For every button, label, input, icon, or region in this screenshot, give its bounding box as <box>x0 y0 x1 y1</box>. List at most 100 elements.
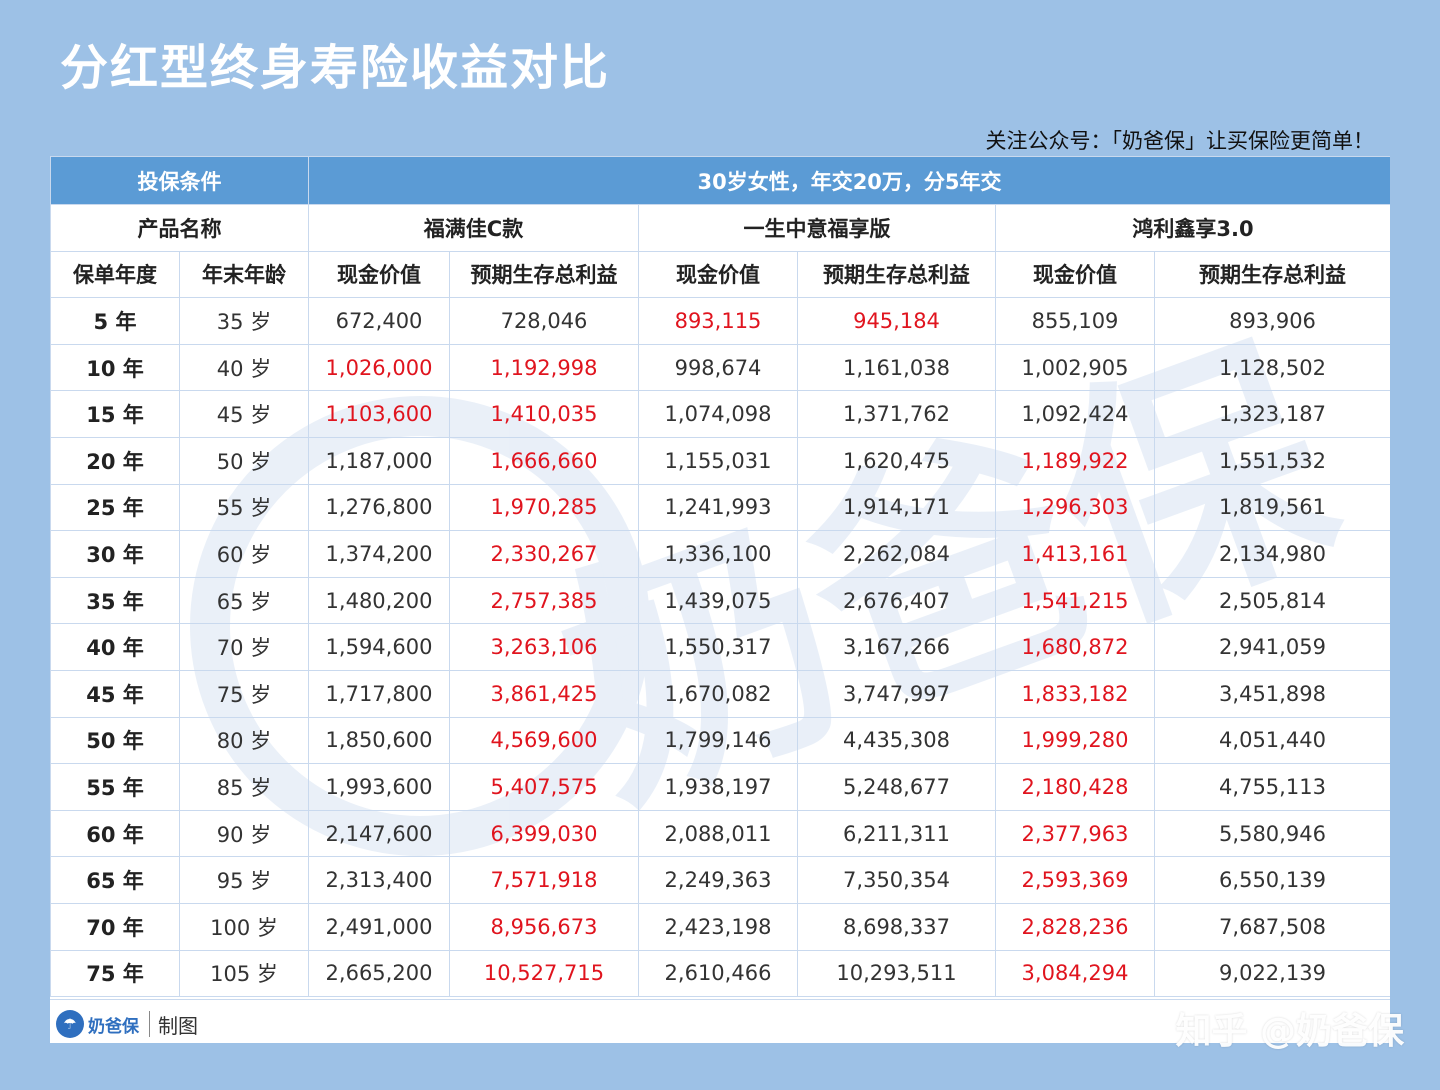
total-benefit-cell: 3,167,266 <box>797 623 996 671</box>
total-benefit-cell: 1,970,285 <box>449 483 639 532</box>
corner-watermark: 知乎 @奶爸保 <box>1175 1011 1404 1052</box>
policy-year-cell: 70 年 <box>50 902 180 951</box>
total-benefit-cell: 3,263,106 <box>449 623 639 671</box>
age-cell: 65 岁 <box>179 576 309 625</box>
cash-value-cell: 2,423,198 <box>638 902 798 951</box>
cash-value-cell: 1,680,872 <box>995 623 1155 671</box>
policy-year-cell: 75 年 <box>50 949 180 998</box>
cash-value-cell: 1,002,905 <box>995 343 1155 392</box>
table-row: 10 年 40 岁 1,026,000 1,192,998 998,674 1,161,0… <box>50 343 1390 392</box>
age-cell: 105 岁 <box>179 949 309 998</box>
total-benefit-cell: 893,906 <box>1154 297 1390 345</box>
total-benefit-cell: 4,051,440 <box>1154 716 1390 765</box>
product-name: 福满佳C款 <box>308 204 639 252</box>
logo-text: 奶爸保 <box>88 1016 139 1037</box>
age-cell: 45 岁 <box>179 390 309 438</box>
policy-year-cell: 40 年 <box>50 623 180 671</box>
total-benefit-cell: 945,184 <box>797 297 996 345</box>
total-benefit-cell: 728,046 <box>449 297 639 345</box>
product-row: 产品名称 福满佳C款 一生中意福享版 鸿利鑫享3.0 <box>50 204 1390 252</box>
product-name: 一生中意福享版 <box>638 204 996 252</box>
policy-year-cell: 20 年 <box>50 436 180 485</box>
cash-value-cell: 672,400 <box>308 297 450 345</box>
total-benefit-cell: 2,505,814 <box>1154 576 1390 625</box>
total-benefit-cell: 1,410,035 <box>449 390 639 438</box>
logo-icon: ☂ <box>56 1010 84 1038</box>
cash-value-cell: 1,850,600 <box>308 716 450 765</box>
column-header-row: 保单年度 年末年龄 现金价值 预期生存总利益 现金价值 预期生存总利益 现金价值… <box>50 250 1390 299</box>
total-benefit-cell: 4,755,113 <box>1154 763 1390 811</box>
cash-value-cell: 1,155,031 <box>638 436 798 485</box>
cash-value-cell: 1,594,600 <box>308 623 450 671</box>
total-benefit-cell: 7,687,508 <box>1154 902 1390 951</box>
policy-year-cell: 65 年 <box>50 856 180 904</box>
cash-value-cell: 1,374,200 <box>308 530 450 578</box>
policy-year-cell: 30 年 <box>50 530 180 578</box>
total-benefit-cell: 2,941,059 <box>1154 623 1390 671</box>
policy-year-cell: 15 年 <box>50 390 180 438</box>
cash-value-cell: 855,109 <box>995 297 1155 345</box>
cash-value-cell: 1,439,075 <box>638 576 798 625</box>
age-cell: 90 岁 <box>179 809 309 858</box>
total-benefit-cell: 1,371,762 <box>797 390 996 438</box>
total-benefit-cell: 3,861,425 <box>449 669 639 718</box>
condition-value: 30岁女性，年交20万，分5年交 <box>308 156 1390 205</box>
total-benefit-cell: 1,128,502 <box>1154 343 1390 392</box>
total-benefit-cell: 1,551,532 <box>1154 436 1390 485</box>
total-benefit-cell: 2,134,980 <box>1154 530 1390 578</box>
cash-value-cell: 1,833,182 <box>995 669 1155 718</box>
policy-year-cell: 25 年 <box>50 483 180 532</box>
policy-year-cell: 60 年 <box>50 809 180 858</box>
cash-value-cell: 1,480,200 <box>308 576 450 625</box>
column-header: 年末年龄 <box>179 250 309 299</box>
product-label: 产品名称 <box>50 204 309 252</box>
cash-value-cell: 1,092,424 <box>995 390 1155 438</box>
age-cell: 60 岁 <box>179 530 309 578</box>
total-benefit-cell: 8,698,337 <box>797 902 996 951</box>
cash-value-cell: 1,336,100 <box>638 530 798 578</box>
total-benefit-cell: 4,569,600 <box>449 716 639 765</box>
total-benefit-cell: 2,757,385 <box>449 576 639 625</box>
cash-value-cell: 1,296,303 <box>995 483 1155 532</box>
age-cell: 85 岁 <box>179 763 309 811</box>
table-row: 15 年 45 岁 1,103,600 1,410,035 1,074,098 1,371… <box>50 390 1390 438</box>
total-benefit-cell: 6,211,311 <box>797 809 996 858</box>
age-cell: 75 岁 <box>179 669 309 718</box>
table-row: 30 年 60 岁 1,374,200 2,330,267 1,336,100 2,262… <box>50 530 1390 578</box>
cash-value-cell: 2,249,363 <box>638 856 798 904</box>
total-benefit-cell: 5,580,946 <box>1154 809 1390 858</box>
total-benefit-cell: 6,550,139 <box>1154 856 1390 904</box>
cash-value-cell: 2,313,400 <box>308 856 450 904</box>
cash-value-cell: 2,491,000 <box>308 902 450 951</box>
column-header: 现金价值 <box>638 250 798 299</box>
cash-value-cell: 3,084,294 <box>995 949 1155 998</box>
table-row: 35 年 65 岁 1,480,200 2,757,385 1,439,075 2,676… <box>50 576 1390 625</box>
total-benefit-cell: 4,435,308 <box>797 716 996 765</box>
table-body: 5 年 35 岁 672,400 728,046 893,115 945,184 855,1… <box>50 297 1390 998</box>
column-header: 预期生存总利益 <box>449 250 639 299</box>
total-benefit-cell: 1,666,660 <box>449 436 639 485</box>
column-header: 预期生存总利益 <box>797 250 996 299</box>
table-row: 20 年 50 岁 1,187,000 1,666,660 1,155,031 1,620… <box>50 436 1390 485</box>
age-cell: 50 岁 <box>179 436 309 485</box>
age-cell: 55 岁 <box>179 483 309 532</box>
cash-value-cell: 1,074,098 <box>638 390 798 438</box>
total-benefit-cell: 1,323,187 <box>1154 390 1390 438</box>
total-benefit-cell: 7,571,918 <box>449 856 639 904</box>
policy-year-cell: 10 年 <box>50 343 180 392</box>
cash-value-cell: 2,180,428 <box>995 763 1155 811</box>
cash-value-cell: 1,670,082 <box>638 669 798 718</box>
age-cell: 70 岁 <box>179 623 309 671</box>
table-row: 65 年 95 岁 2,313,400 7,571,918 2,249,363 7,350… <box>50 856 1390 904</box>
cash-value-cell: 2,147,600 <box>308 809 450 858</box>
column-header: 保单年度 <box>50 250 180 299</box>
policy-year-cell: 50 年 <box>50 716 180 765</box>
policy-year-cell: 55 年 <box>50 763 180 811</box>
cash-value-cell: 2,377,963 <box>995 809 1155 858</box>
cash-value-cell: 1,799,146 <box>638 716 798 765</box>
age-cell: 100 岁 <box>179 902 309 951</box>
condition-row: 投保条件 30岁女性，年交20万，分5年交 <box>50 156 1390 205</box>
cash-value-cell: 2,828,236 <box>995 902 1155 951</box>
subtitle: 关注公众号：「奶爸保」让买保险更简单！ <box>985 129 1375 153</box>
cash-value-cell: 1,413,161 <box>995 530 1155 578</box>
